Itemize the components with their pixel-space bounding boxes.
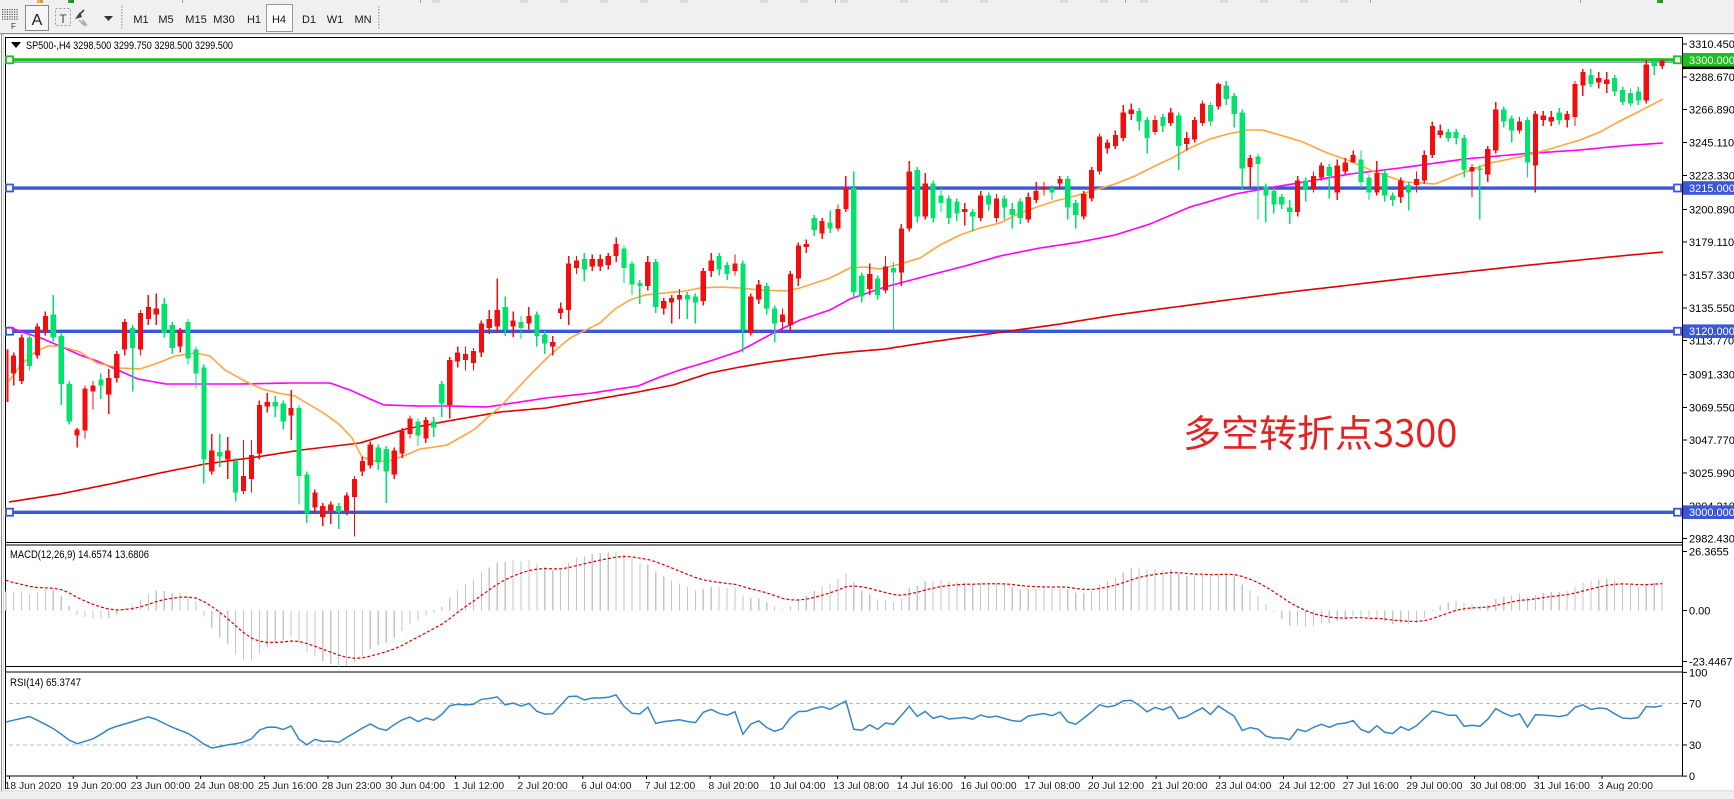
svg-text:3223.330: 3223.330 bbox=[1689, 170, 1734, 182]
svg-text:20 Jul 12:00: 20 Jul 12:00 bbox=[1088, 781, 1144, 792]
svg-text:26.3655: 26.3655 bbox=[1689, 547, 1729, 559]
svg-text:3069.550: 3069.550 bbox=[1689, 402, 1734, 414]
svg-text:8 Jul 20:00: 8 Jul 20:00 bbox=[709, 781, 760, 792]
svg-text:27 Jul 16:00: 27 Jul 16:00 bbox=[1343, 781, 1399, 792]
svg-text:MACD(12,26,9) 14.6574 13.6806: MACD(12,26,9) 14.6574 13.6806 bbox=[10, 549, 149, 561]
svg-text:T: T bbox=[59, 12, 67, 26]
svg-text:3000.000: 3000.000 bbox=[1689, 507, 1734, 519]
svg-text:M1: M1 bbox=[133, 14, 148, 26]
svg-text:21 Jul 20:00: 21 Jul 20:00 bbox=[1152, 781, 1208, 792]
svg-text:SP500-,H4 3298.500 3299.750 3: SP500-,H4 3298.500 3299.750 3298.500 329… bbox=[26, 40, 233, 52]
svg-text:25 Jun 16:00: 25 Jun 16:00 bbox=[258, 781, 318, 792]
svg-text:-23.4467: -23.4467 bbox=[1689, 657, 1732, 669]
svg-text:3120.000: 3120.000 bbox=[1689, 326, 1734, 338]
svg-text:2982.430: 2982.430 bbox=[1689, 534, 1734, 546]
svg-text:100: 100 bbox=[1689, 667, 1707, 679]
svg-text:MN: MN bbox=[354, 14, 371, 26]
svg-text:3135.550: 3135.550 bbox=[1689, 303, 1734, 315]
svg-text:H4: H4 bbox=[272, 14, 286, 26]
svg-text:0: 0 bbox=[1689, 771, 1695, 783]
svg-text:23 Jun 00:00: 23 Jun 00:00 bbox=[131, 781, 191, 792]
svg-text:30 Jun 04:00: 30 Jun 04:00 bbox=[385, 781, 445, 792]
svg-text:3200.890: 3200.890 bbox=[1689, 204, 1734, 216]
svg-text:A: A bbox=[32, 12, 43, 29]
svg-text:3157.330: 3157.330 bbox=[1689, 270, 1734, 282]
svg-text:16 Jul 00:00: 16 Jul 00:00 bbox=[960, 781, 1016, 792]
svg-text:3179.110: 3179.110 bbox=[1689, 237, 1734, 249]
svg-text:3288.670: 3288.670 bbox=[1689, 72, 1734, 84]
svg-text:M15: M15 bbox=[185, 14, 206, 26]
svg-text:M5: M5 bbox=[158, 14, 173, 26]
svg-text:F: F bbox=[11, 22, 16, 31]
svg-text:3091.330: 3091.330 bbox=[1689, 370, 1734, 382]
svg-text:24 Jul 12:00: 24 Jul 12:00 bbox=[1279, 781, 1335, 792]
svg-text:7 Jul 12:00: 7 Jul 12:00 bbox=[645, 781, 696, 792]
svg-text:3245.110: 3245.110 bbox=[1689, 138, 1734, 150]
svg-text:30 Jul 08:00: 30 Jul 08:00 bbox=[1470, 781, 1526, 792]
svg-text:24 Jun 08:00: 24 Jun 08:00 bbox=[194, 781, 254, 792]
svg-text:19 Jun 20:00: 19 Jun 20:00 bbox=[67, 781, 127, 792]
svg-text:70: 70 bbox=[1689, 699, 1701, 711]
svg-text:3047.770: 3047.770 bbox=[1689, 435, 1734, 447]
svg-text:H1: H1 bbox=[247, 14, 261, 26]
svg-text:14 Jul 16:00: 14 Jul 16:00 bbox=[897, 781, 953, 792]
svg-text:29 Jul 00:00: 29 Jul 00:00 bbox=[1406, 781, 1462, 792]
svg-text:3300.000: 3300.000 bbox=[1689, 55, 1734, 67]
svg-text:13 Jul 08:00: 13 Jul 08:00 bbox=[833, 781, 889, 792]
svg-text:23 Jul 04:00: 23 Jul 04:00 bbox=[1215, 781, 1271, 792]
svg-text:30: 30 bbox=[1689, 740, 1701, 752]
svg-text:3025.990: 3025.990 bbox=[1689, 468, 1734, 480]
svg-text:31 Jul 16:00: 31 Jul 16:00 bbox=[1534, 781, 1590, 792]
svg-text:28 Jun 23:00: 28 Jun 23:00 bbox=[322, 781, 382, 792]
svg-text:6 Jul 04:00: 6 Jul 04:00 bbox=[581, 781, 632, 792]
svg-text:10 Jul 04:00: 10 Jul 04:00 bbox=[769, 781, 825, 792]
svg-text:0.00: 0.00 bbox=[1689, 606, 1710, 618]
svg-text:3113.770: 3113.770 bbox=[1689, 336, 1734, 348]
svg-text:3215.000: 3215.000 bbox=[1689, 183, 1734, 195]
svg-text:3266.890: 3266.890 bbox=[1689, 105, 1734, 117]
svg-text:RSI(14) 65.3747: RSI(14) 65.3747 bbox=[10, 677, 81, 689]
svg-text:1 Jul 12:00: 1 Jul 12:00 bbox=[454, 781, 505, 792]
svg-text:18 Jun 2020: 18 Jun 2020 bbox=[5, 781, 62, 792]
svg-text:W1: W1 bbox=[327, 14, 344, 26]
svg-text:D1: D1 bbox=[302, 14, 316, 26]
svg-text:M30: M30 bbox=[213, 14, 234, 26]
svg-text:2 Jul 20:00: 2 Jul 20:00 bbox=[517, 781, 568, 792]
svg-text:3 Aug 20:00: 3 Aug 20:00 bbox=[1598, 781, 1653, 792]
svg-text:3310.450: 3310.450 bbox=[1689, 39, 1734, 51]
svg-text:17 Jul 08:00: 17 Jul 08:00 bbox=[1024, 781, 1080, 792]
